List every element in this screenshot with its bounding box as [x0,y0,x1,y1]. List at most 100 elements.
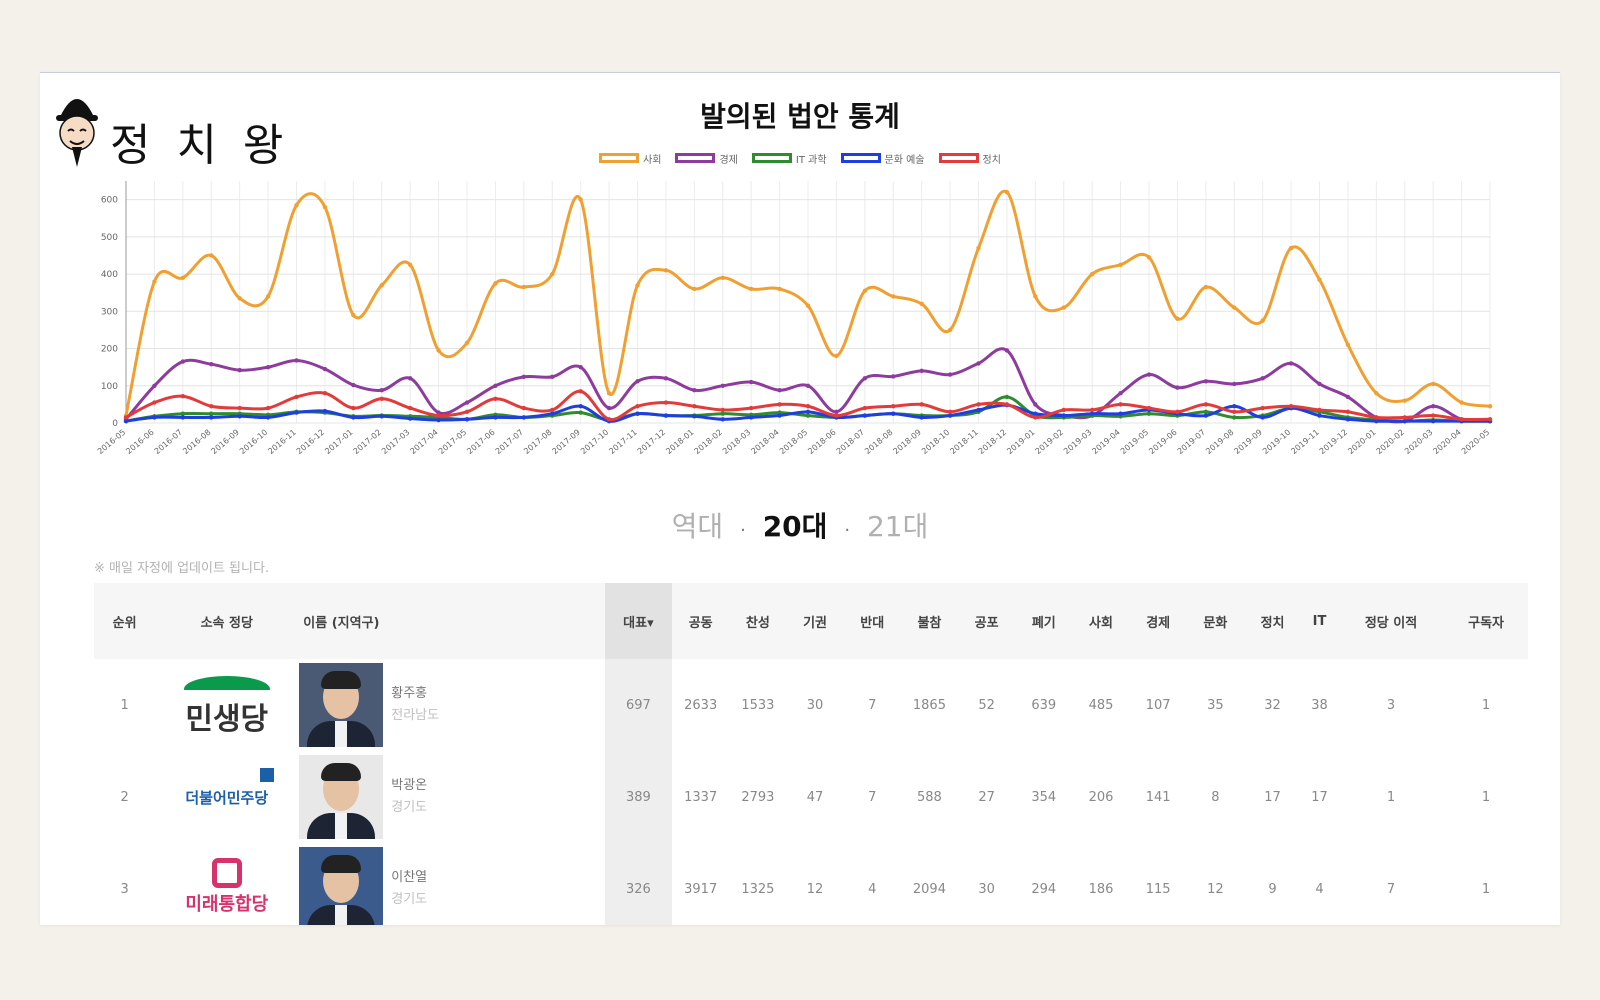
data-point [123,418,129,424]
legend-item[interactable]: IT 과학 [751,151,827,166]
generation-next-link[interactable]: 21대 [866,510,929,543]
party-name: 미래통합당 [185,894,269,915]
data-point [521,374,527,380]
data-point [1089,407,1095,413]
col-support[interactable]: 찬성 [729,583,787,659]
data-point [692,286,697,292]
data-point [1430,381,1436,387]
col-politics[interactable]: 정치 [1243,583,1302,659]
col-society[interactable]: 사회 [1072,583,1130,659]
data-point [1033,402,1038,407]
data-point [805,409,811,415]
data-point [891,374,896,379]
name-cell[interactable]: 황주홍 전라남도 [298,659,604,751]
col-it[interactable]: IT [1301,583,1338,659]
data-point [748,405,754,411]
data-point [976,402,981,407]
col-party-move[interactable]: 정당 이적 [1337,583,1445,659]
data-point [436,348,441,353]
col-joint[interactable]: 공동 [672,583,730,659]
lawmaker-name[interactable]: 박광온 [391,778,428,793]
data-point [237,405,242,411]
table-row[interactable]: 1 민생당 황주홍 전라남도 697 [94,659,1528,751]
x-tick-label: 2017-05 [437,428,468,456]
lawmaker-name[interactable]: 이찬열 [391,870,428,885]
data-point [578,389,583,394]
data-point [265,415,271,420]
legend-item[interactable]: 정치 [938,151,1001,166]
legend-item[interactable]: 경제 [675,151,738,166]
col-lead-sorted[interactable]: 대표▾ [604,583,673,659]
x-tick-label: 2018-08 [863,428,894,456]
discard-cell: 639 [1031,697,1057,713]
col-discard[interactable]: 폐기 [1015,583,1073,659]
data-point [1004,189,1010,195]
data-point [152,400,157,405]
x-tick-label: 2019-09 [1233,428,1264,456]
col-subscribers[interactable]: 구독자 [1444,583,1528,659]
society-cell: 186 [1088,881,1114,897]
data-point [351,415,356,420]
lawmaker-name[interactable]: 황주홍 [391,686,428,701]
col-party[interactable]: 소속 정당 [155,583,299,659]
scholar-mascot-icon [56,99,98,167]
chart-title: 발의된 법안 통계 [700,100,900,133]
party-cell: 더불어민주당 [155,751,298,843]
y-tick-label: 200 [101,345,118,355]
data-point [947,327,953,333]
y-tick-label: 500 [101,233,118,243]
name-cell[interactable]: 이찬열 경기도 [298,843,604,925]
x-tick-label: 2016-10 [238,428,269,456]
data-point [1430,418,1436,424]
x-tick-label: 2018-05 [778,428,809,456]
party-cell: 민생당 [155,659,298,751]
data-point [1288,361,1294,366]
legend-item[interactable]: 문화 예술 [840,151,925,166]
col-economy[interactable]: 경제 [1129,583,1187,659]
data-point [1146,372,1152,377]
col-name[interactable]: 이름 (지역구) [298,583,605,659]
data-point [521,405,527,411]
data-point [1175,385,1180,390]
x-tick-label: 2016-09 [210,428,241,456]
data-point [805,413,811,418]
table-row[interactable]: 2 더불어민주당 박광온 경기도 389 [94,751,1528,843]
data-point [1146,411,1152,416]
brand-logo[interactable]: 정 치 왕 [52,87,283,177]
col-oppose[interactable]: 반대 [843,583,901,659]
discard-cell: 294 [1031,881,1057,897]
party-move-cell: 7 [1386,881,1396,897]
data-point [180,393,186,399]
y-tick-label: 300 [101,307,118,317]
name-cell[interactable]: 박광온 경기도 [298,751,604,843]
data-point [407,416,413,421]
x-tick-label: 2018-09 [892,428,923,456]
data-point [947,409,953,415]
generation-separator: · [844,520,851,541]
table-row[interactable]: 3 미래통합당 이찬열 경기도 326 [94,843,1528,925]
rank-cell: 3 [120,881,129,897]
data-point [891,404,896,409]
subscribers-cell: 1 [1481,789,1491,805]
data-point [720,383,725,388]
legend-item[interactable]: 사회 [599,151,661,166]
legend-label: IT 과학 [795,154,827,166]
y-tick-label: 100 [101,382,118,392]
data-point [720,275,725,280]
x-tick-label: 2019-04 [1090,428,1121,456]
col-culture[interactable]: 문화 [1186,583,1244,659]
data-point [919,402,924,407]
data-point [805,404,811,409]
data-point [1402,418,1407,424]
generation-all-link[interactable]: 역대 [671,510,724,543]
x-tick-label: 2017-02 [352,428,383,456]
col-absent[interactable]: 불참 [900,583,959,659]
data-point [294,358,299,363]
x-tick-label: 2020-03 [1403,428,1434,456]
party-name: 민생당 [185,702,269,737]
col-rank[interactable]: 순위 [94,583,156,659]
generation-current-link[interactable]: 20대 [762,510,828,543]
rank-cell: 2 [120,789,129,805]
col-promulgate[interactable]: 공포 [958,583,1016,659]
col-abstain[interactable]: 기권 [786,583,844,659]
